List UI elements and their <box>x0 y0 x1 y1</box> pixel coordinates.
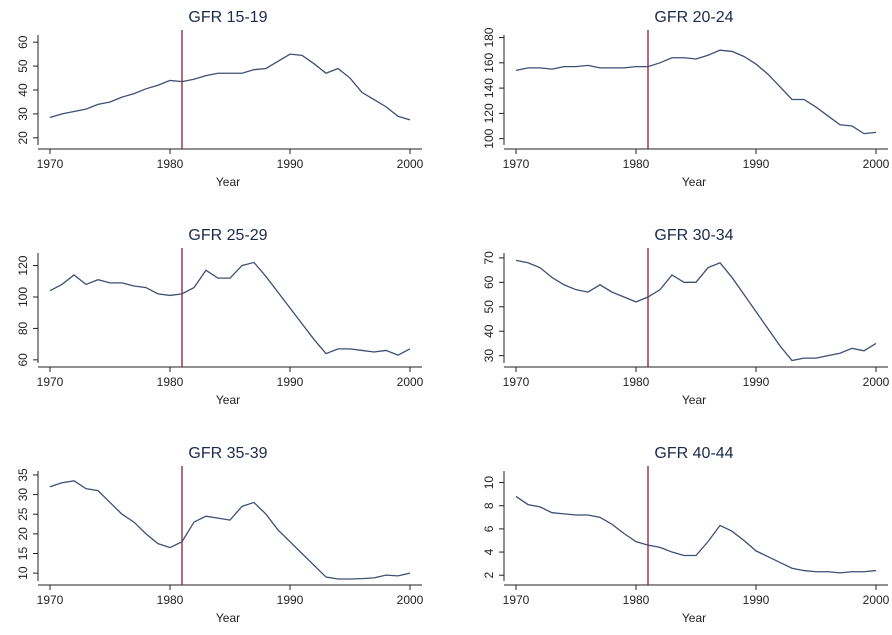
y-tick-label: 10 <box>16 566 30 580</box>
x-tick-label: 2000 <box>863 375 890 389</box>
x-tick-label: 1980 <box>623 375 650 389</box>
y-tick-label: 160 <box>482 52 496 72</box>
data-line <box>515 495 877 574</box>
y-tick-label: 60 <box>482 275 496 289</box>
data-line <box>515 259 877 362</box>
panel-title: GFR 40-44 <box>654 445 733 462</box>
x-tick-label: 2000 <box>863 593 890 607</box>
panel-title: GFR 25-29 <box>188 227 267 244</box>
y-tick-label: 100 <box>482 128 496 148</box>
panel-title: GFR 35-39 <box>188 445 267 462</box>
y-tick-label: 30 <box>16 488 30 502</box>
y-tick-label: 180 <box>482 27 496 47</box>
x-tick-label: 1980 <box>157 375 184 389</box>
y-tick-label: 50 <box>16 59 30 73</box>
panel: GFR 30-34 30 40 50 60 70 1970 1980 1990 2000 Year <box>482 227 889 407</box>
panel-title: GFR 20-24 <box>654 9 733 26</box>
y-tick-label: 8 <box>482 502 496 509</box>
x-tick-label: 1970 <box>503 593 530 607</box>
data-line <box>49 53 411 121</box>
y-tick-label: 30 <box>16 107 30 121</box>
panel: GFR 35-39 10 15 20 25 30 35 1970 1980 1990 2000 Yea… <box>16 445 423 625</box>
y-tick-label: 15 <box>16 547 30 561</box>
y-tick-label: 60 <box>16 353 30 367</box>
y-tick-label: 40 <box>16 83 30 97</box>
x-tick-label: 1990 <box>743 157 770 171</box>
x-tick-label: 2000 <box>863 157 890 171</box>
y-tick-label: 20 <box>16 131 30 145</box>
y-tick-label: 80 <box>16 321 30 335</box>
y-tick-label: 50 <box>482 300 496 314</box>
x-tick-label: 1970 <box>503 375 530 389</box>
x-axis-label: Year <box>682 175 706 189</box>
y-tick-label: 120 <box>482 103 496 123</box>
x-tick-label: 1990 <box>743 593 770 607</box>
x-tick-label: 1970 <box>37 157 64 171</box>
y-tick-label: 140 <box>482 78 496 98</box>
y-tick-label: 6 <box>482 525 496 532</box>
y-tick-label: 70 <box>482 251 496 265</box>
x-tick-label: 1990 <box>277 157 304 171</box>
x-axis-label: Year <box>216 393 240 407</box>
y-tick-label: 60 <box>16 35 30 49</box>
x-tick-label: 1970 <box>37 375 64 389</box>
y-tick-label: 2 <box>482 572 496 579</box>
y-tick-label: 40 <box>482 324 496 338</box>
y-tick-label: 30 <box>482 349 496 363</box>
y-tick-label: 4 <box>482 548 496 555</box>
x-tick-label: 1980 <box>157 593 184 607</box>
panel: GFR 20-24 100 120 140 160 180 1970 1980 1990 2000… <box>482 9 889 189</box>
x-axis-label: Year <box>216 175 240 189</box>
y-tick-label: 35 <box>16 468 30 482</box>
y-tick-label: 25 <box>16 507 30 521</box>
x-tick-label: 1980 <box>623 157 650 171</box>
x-tick-label: 1970 <box>37 593 64 607</box>
x-tick-label: 1970 <box>503 157 530 171</box>
panel: GFR 25-29 60 80 100 120 1970 1980 1990 2000 Year <box>16 227 423 407</box>
x-axis-label: Year <box>682 611 706 625</box>
x-tick-label: 1980 <box>157 157 184 171</box>
panel-title: GFR 30-34 <box>654 227 733 244</box>
y-tick-label: 100 <box>16 287 30 307</box>
x-tick-label: 2000 <box>397 593 424 607</box>
x-tick-label: 1990 <box>277 593 304 607</box>
panel: GFR 15-19 20 30 40 50 60 1970 1980 1990 2000 Year <box>16 9 423 189</box>
x-tick-label: 1990 <box>743 375 770 389</box>
panel: GFR 40-44 2 4 6 8 10 1970 1980 1990 2000 Year <box>482 445 889 625</box>
x-tick-label: 1990 <box>277 375 304 389</box>
x-tick-label: 2000 <box>397 157 424 171</box>
y-tick-label: 20 <box>16 527 30 541</box>
x-axis-label: Year <box>682 393 706 407</box>
data-line <box>515 49 877 135</box>
x-axis-label: Year <box>216 611 240 625</box>
panel-title: GFR 15-19 <box>188 9 267 26</box>
data-line <box>49 480 411 580</box>
data-line <box>49 261 411 356</box>
x-tick-label: 1980 <box>623 593 650 607</box>
y-tick-label: 10 <box>482 476 496 490</box>
y-tick-label: 120 <box>16 255 30 275</box>
x-tick-label: 2000 <box>397 375 424 389</box>
